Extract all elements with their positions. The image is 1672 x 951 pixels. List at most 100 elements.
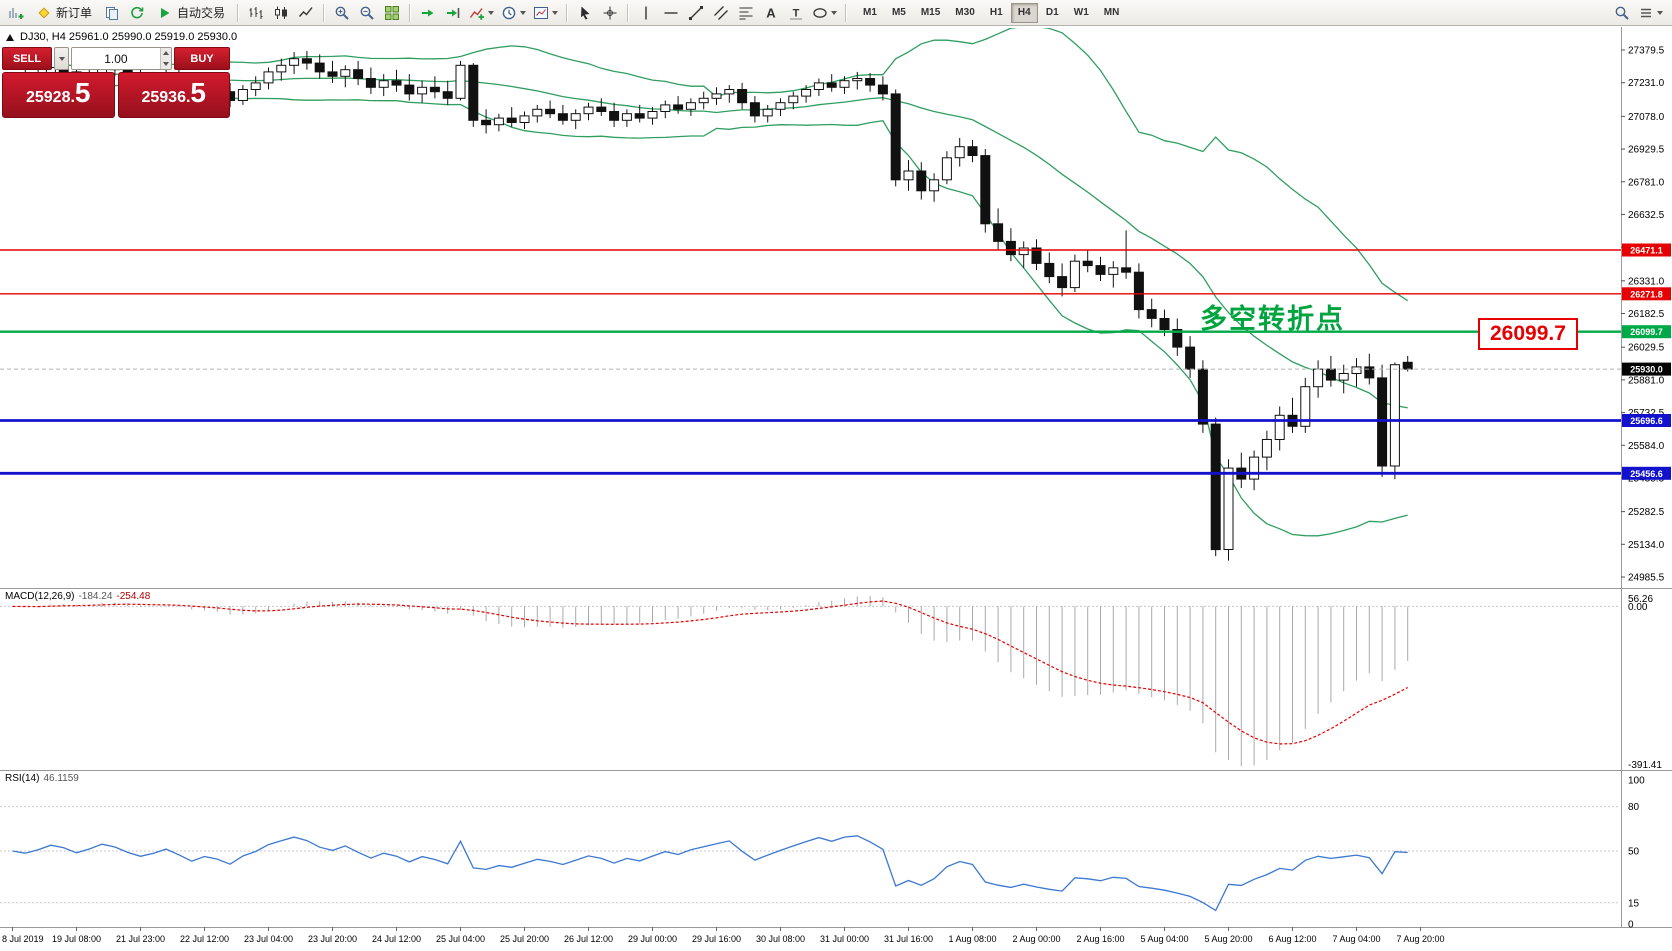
- candle-body: [1057, 276, 1068, 289]
- volume-decrease-button[interactable]: [160, 58, 171, 69]
- time-axis-label: 1 Aug 08:00: [948, 934, 996, 944]
- svg-text:26099.7: 26099.7: [1630, 327, 1663, 337]
- collapse-panel-icon[interactable]: [6, 33, 14, 41]
- price-tag: 26271.8: [1622, 287, 1671, 301]
- trade-options-dropdown[interactable]: [54, 47, 69, 70]
- rsi-value: 46.1159: [43, 773, 79, 784]
- timeframe-switcher: M1 M5 M15 M30 H1 H4 D1 W1 MN: [856, 2, 1127, 23]
- tile-windows-button[interactable]: [380, 2, 404, 24]
- macd-value-main: -184.24: [78, 591, 113, 602]
- volume-input[interactable]: [72, 48, 160, 69]
- price-axis: 27379.5 27231.0 27078.0 26929.5 26781.0 26632…: [1621, 46, 1665, 584]
- time-axis-label: 21 Jul 23:00: [116, 934, 165, 944]
- cursor-button[interactable]: [573, 2, 597, 24]
- candlestick-chart-button[interactable]: [269, 2, 293, 24]
- price-tag: 25696.6: [1622, 414, 1671, 427]
- candle-body: [1031, 247, 1042, 264]
- zoom-in-button[interactable]: [330, 2, 354, 24]
- candle-body: [289, 58, 300, 66]
- candle-body: [263, 71, 274, 84]
- text-label-button[interactable]: T: [784, 2, 808, 24]
- time-axis-label: 25 Jul 20:00: [500, 934, 549, 944]
- autotrading-button[interactable]: 自动交易: [150, 2, 232, 24]
- sell-price-pip: 5: [74, 77, 91, 108]
- candle-body: [724, 89, 735, 95]
- macd-axis-label: 0.00: [1628, 602, 1648, 613]
- candle-body: [353, 69, 364, 79]
- price-axis-label: 25134.0: [1628, 540, 1665, 551]
- timeframe-h4-button[interactable]: H4: [1010, 2, 1038, 23]
- svg-text:A: A: [766, 5, 776, 20]
- timeframe-h1-button[interactable]: H1: [983, 3, 1010, 23]
- new-chart-button[interactable]: [4, 2, 28, 24]
- timeframe-d1-button[interactable]: D1: [1039, 3, 1066, 23]
- toolbar-separator: [627, 3, 630, 22]
- candle-body: [596, 106, 607, 112]
- bar-chart-button[interactable]: [244, 2, 268, 24]
- price-axis-label: 27231.0: [1628, 78, 1665, 89]
- candle-body: [1351, 366, 1362, 374]
- timeframe-m1-button[interactable]: M1: [856, 3, 884, 23]
- auto-scroll-button[interactable]: [416, 2, 440, 24]
- trade-panel-prices: 25928. 5 25936. 5: [2, 72, 230, 118]
- time-axis-label: 31 Jul 00:00: [820, 934, 869, 944]
- price-axis-label: 27379.5: [1628, 46, 1665, 57]
- timeframe-w1-button[interactable]: W1: [1067, 3, 1096, 23]
- zoom-out-button[interactable]: [355, 2, 379, 24]
- timeframe-m30-button[interactable]: M30: [948, 3, 981, 23]
- new-order-button[interactable]: 新订单: [29, 2, 99, 24]
- candle-body: [468, 64, 479, 121]
- chart-shift-button[interactable]: [441, 2, 465, 24]
- buy-price-box[interactable]: 25936. 5: [117, 72, 230, 118]
- candle-body: [1249, 456, 1260, 480]
- time-axis-label: 2 Aug 16:00: [1076, 934, 1124, 944]
- volume-increase-button[interactable]: [160, 48, 171, 59]
- refresh-charts-button[interactable]: [125, 2, 149, 24]
- channel-button[interactable]: [709, 2, 733, 24]
- candle-body: [941, 157, 952, 181]
- linechart-icon: [298, 5, 314, 21]
- chevron-down-icon: [831, 10, 838, 15]
- trendline-button[interactable]: [684, 2, 708, 24]
- symbol-ohlc-text: DJ30, H4 25961.0 25990.0 25919.0 25930.0: [20, 31, 238, 43]
- zoom-out-icon: [359, 5, 375, 21]
- time-axis-label: 31 Jul 16:00: [884, 934, 933, 944]
- rsi-axis-label: 50: [1628, 847, 1640, 858]
- search-button[interactable]: [1610, 2, 1634, 24]
- candle-body: [1082, 260, 1093, 267]
- sell-price-box[interactable]: 25928. 5: [2, 72, 115, 118]
- candle-body: [634, 113, 645, 119]
- svg-text:25696.6: 25696.6: [1630, 416, 1663, 426]
- periods-button[interactable]: [498, 2, 529, 24]
- horizontal-line-button[interactable]: [659, 2, 683, 24]
- timeframe-m15-button[interactable]: M15: [914, 3, 947, 23]
- templates-button[interactable]: [530, 2, 561, 24]
- toolbar-left-group: 新订单 自动交易 A T M1 M5 M15 M30 H1 H4 D1 W1 MN: [4, 2, 1126, 24]
- bollinger-bands: [63, 28, 1409, 537]
- candle-body: [276, 64, 287, 73]
- indicators-button[interactable]: [466, 2, 497, 24]
- time-axis-label: 7 Aug 04:00: [1332, 934, 1380, 944]
- crosshair-button[interactable]: [598, 2, 622, 24]
- timeframe-m5-button[interactable]: M5: [885, 3, 913, 23]
- price-axis-label: 27078.0: [1628, 112, 1665, 123]
- charts-profile-button[interactable]: [100, 2, 124, 24]
- timeframe-mn-button[interactable]: MN: [1097, 3, 1127, 23]
- candle-body: [583, 106, 594, 115]
- macd-axis-label: 56.26: [1628, 594, 1653, 605]
- vertical-line-button[interactable]: [634, 2, 658, 24]
- buy-button[interactable]: BUY: [174, 47, 230, 70]
- toolbar-options-button[interactable]: [1635, 2, 1666, 24]
- macd-signal-line: [12, 600, 1408, 745]
- line-chart-button[interactable]: [294, 2, 318, 24]
- toolbar-separator: [845, 3, 848, 22]
- text-button[interactable]: A: [759, 2, 783, 24]
- toolbar-separator: [409, 3, 412, 22]
- sell-button[interactable]: SELL: [2, 47, 52, 70]
- fibonacci-button[interactable]: [734, 2, 758, 24]
- candle-body: [1018, 247, 1029, 256]
- shapes-button[interactable]: [809, 2, 840, 24]
- chevron-down-icon: [488, 10, 495, 15]
- candle-body: [762, 108, 773, 117]
